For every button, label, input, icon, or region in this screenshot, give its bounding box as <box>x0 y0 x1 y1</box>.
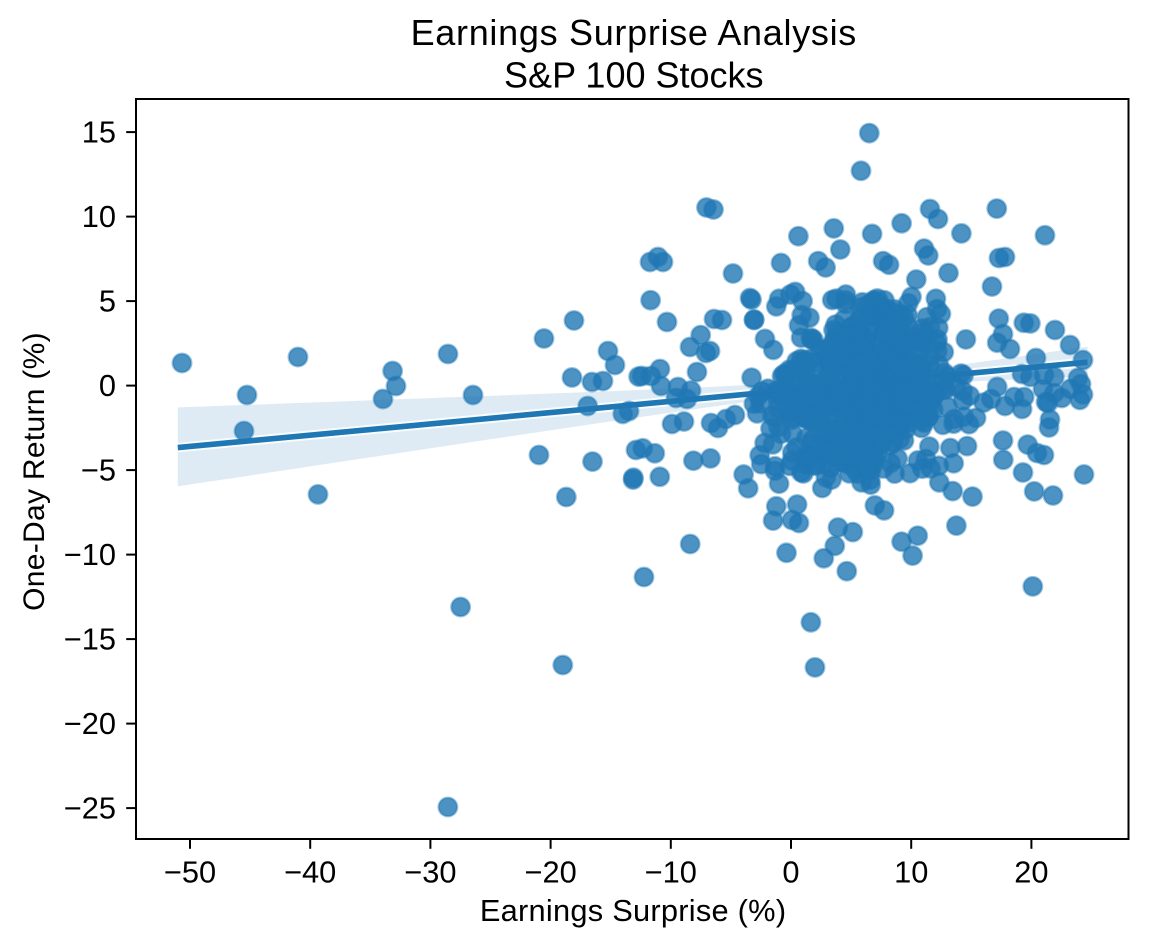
svg-text:−20: −20 <box>524 855 576 890</box>
svg-text:One-Day Return (%): One-Day Return (%) <box>18 332 51 611</box>
svg-text:15: 15 <box>82 115 116 150</box>
svg-text:10: 10 <box>894 855 928 890</box>
svg-text:−15: −15 <box>64 622 116 657</box>
svg-text:−30: −30 <box>404 855 456 890</box>
svg-text:−20: −20 <box>64 706 116 741</box>
svg-text:−50: −50 <box>164 855 216 890</box>
svg-text:−10: −10 <box>64 537 116 572</box>
svg-text:−25: −25 <box>64 791 116 826</box>
svg-text:10: 10 <box>82 199 116 234</box>
svg-text:5: 5 <box>99 284 116 319</box>
svg-text:Earnings Surprise (%): Earnings Surprise (%) <box>480 893 786 928</box>
svg-text:S&P 100 Stocks: S&P 100 Stocks <box>504 55 764 96</box>
svg-text:−5: −5 <box>81 453 116 488</box>
svg-text:Earnings Surprise Analysis: Earnings Surprise Analysis <box>411 12 857 53</box>
svg-text:−10: −10 <box>645 855 697 890</box>
svg-text:0: 0 <box>782 855 799 890</box>
svg-text:0: 0 <box>99 368 116 403</box>
svg-text:−40: −40 <box>284 855 336 890</box>
svg-text:20: 20 <box>1014 855 1048 890</box>
